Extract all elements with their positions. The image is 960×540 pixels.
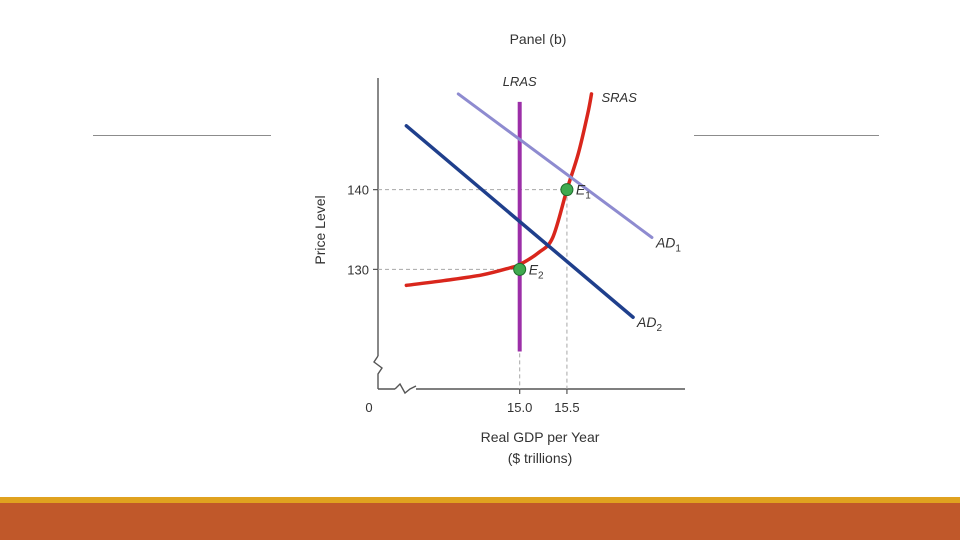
y-axis-break: [373, 355, 383, 389]
ad1-label: AD1: [655, 234, 681, 254]
equilibrium-label-e1: E1: [576, 182, 591, 202]
sras-label: SRAS: [601, 90, 637, 105]
origin-label: 0: [365, 400, 372, 415]
ad2-label: AD2: [636, 314, 662, 334]
y-tick-label: 130: [347, 262, 369, 277]
x-axis-label-line1: Real GDP per Year: [481, 429, 600, 445]
equilibrium-point-e1: [560, 183, 574, 197]
x-tick-label: 15.0: [507, 400, 532, 415]
sras-curve: [404, 92, 594, 288]
slide-rule-left: [93, 135, 271, 136]
lras-label: LRAS: [503, 74, 537, 89]
x-tick-label: 15.5: [554, 400, 579, 415]
y-tick-label: 140: [347, 183, 369, 198]
equilibrium-label-e2: E2: [529, 261, 544, 281]
equilibrium-point-e2: [513, 262, 527, 276]
x-axis-break: [394, 382, 417, 395]
chart-title: Panel (b): [510, 31, 567, 47]
ad2-curve: [404, 124, 635, 319]
y-axis-label: Price Level: [312, 195, 328, 264]
slide-rule-right: [694, 135, 879, 136]
x-axis-label-line2: ($ trillions): [508, 450, 573, 466]
ad1-curve: [456, 92, 654, 239]
footer-band: [0, 503, 960, 540]
footer-accent-strip: [0, 497, 960, 503]
